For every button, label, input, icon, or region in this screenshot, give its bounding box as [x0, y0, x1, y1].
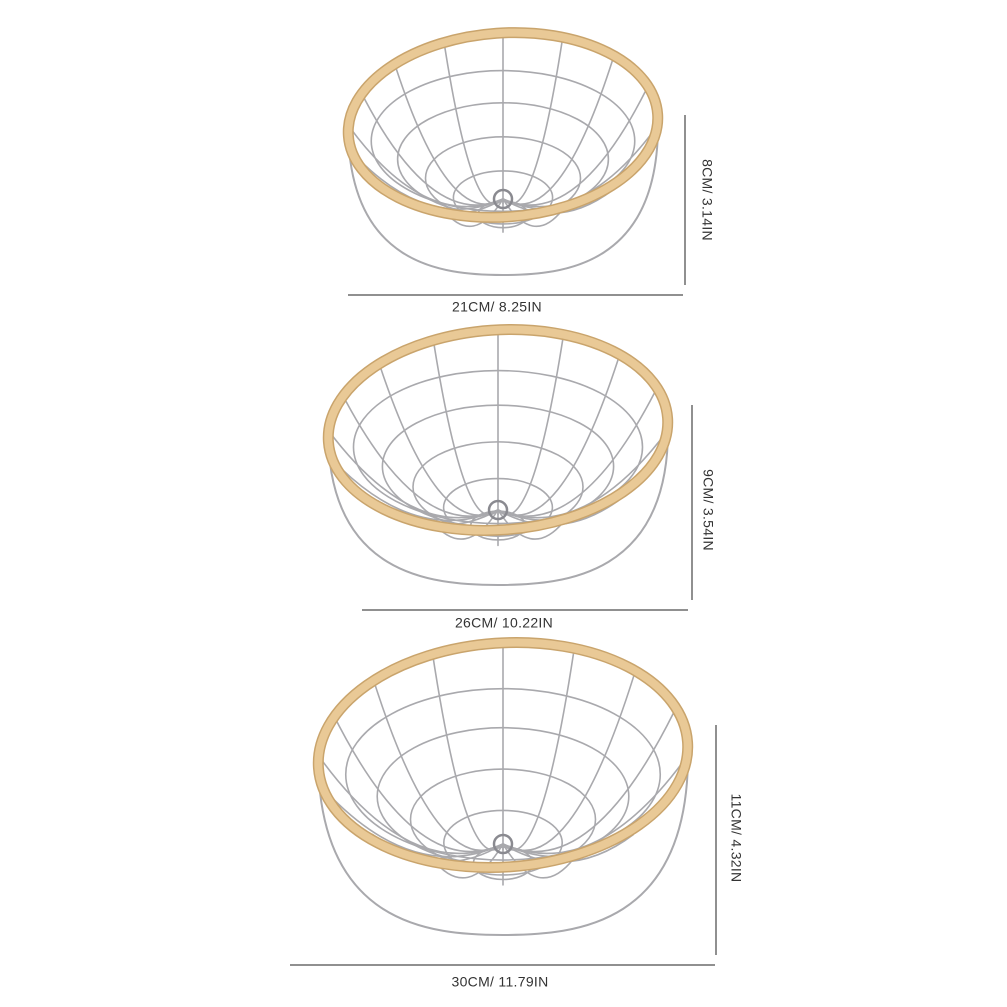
wire-rib [502, 651, 575, 851]
wire-hub [492, 833, 514, 855]
wire-hub [492, 188, 514, 210]
basket [342, 27, 664, 277]
wire-hub [487, 499, 509, 521]
basket [322, 324, 674, 587]
width-label: 21CM/ 8.25IN [452, 299, 542, 315]
bowl-outline [327, 429, 669, 587]
height-label: 9CM/ 3.54IN [700, 469, 716, 551]
width-label: 26CM/ 10.22IN [455, 615, 553, 631]
width-label: 30CM/ 11.79IN [451, 974, 548, 990]
bowl-outline [347, 124, 659, 277]
wire-rib [502, 843, 575, 879]
height-label: 11CM/ 4.32IN [728, 794, 744, 883]
height-label: 8CM/ 3.14IN [699, 159, 715, 241]
wire-rib [331, 797, 504, 858]
rim [314, 638, 692, 872]
wire-rib [502, 711, 675, 853]
baskets [312, 27, 694, 937]
wire-rib [392, 59, 504, 205]
wire-rib [497, 391, 656, 517]
wire-rib [377, 359, 499, 516]
wire-rib [431, 651, 504, 851]
rim [324, 325, 672, 535]
wire-rib [497, 509, 564, 540]
basket [312, 637, 694, 937]
wire-rib [502, 198, 563, 228]
rim [344, 28, 662, 222]
wire-rib [371, 675, 504, 852]
wire-rib [502, 89, 647, 206]
bowl-outline [317, 754, 689, 937]
